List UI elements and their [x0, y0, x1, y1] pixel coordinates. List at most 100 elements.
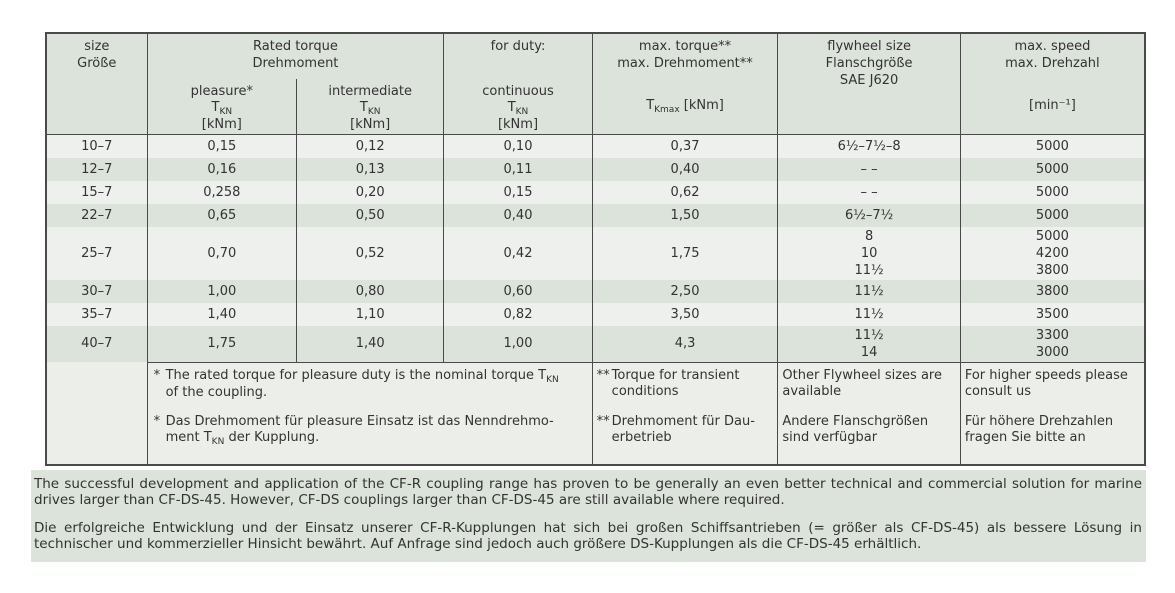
footnote-rated-en: * The rated torque for pleasure duty is … [152, 368, 588, 401]
footnote-max-torque-de: ** Drehmoment für Dau­erbetrieb [596, 413, 755, 445]
continuous-cell: 0,82 [443, 302, 593, 326]
asterisk-marker: * [153, 367, 161, 383]
speed-cell: 5000 [959, 180, 1145, 204]
intermediate-cell: 0,13 [296, 157, 444, 181]
flywheel-cell: 8 10 11½ [777, 226, 961, 280]
flywheel-cell: – – [777, 180, 961, 204]
speed-cell: 5000 [959, 134, 1145, 158]
header-flywheel: flywheel size Flanschgröße SAE J620 [777, 33, 961, 135]
footnote-rated-en-text: The rated torque for pleasure duty is th… [165, 367, 559, 400]
header-max-speed: max. speed max. Drehzahl [min⁻¹] [959, 33, 1145, 135]
table-row: 15–7 0,258 0,20 0,15 0,62 – – 5000 [46, 180, 1145, 204]
footnote-empty-cell [46, 362, 148, 465]
max-torque-cell: 0,62 [591, 180, 778, 204]
header-size-de: Größe [77, 56, 117, 71]
footnote-max-torque-en: ** Torque for transient conditions [596, 367, 740, 399]
header-flywheel-en: flywheel size [827, 39, 911, 54]
pleasure-cell: 0,70 [146, 226, 297, 280]
size-cell: 30–7 [46, 279, 148, 303]
header-row-top: size Größe Rated torque Drehmoment for d… [46, 33, 1145, 135]
size-cell: 10–7 [46, 134, 148, 158]
footnote-max-torque-cell: ** Torque for transient conditions ** Dr… [591, 361, 778, 465]
max-torque-cell: 4,3 [591, 325, 778, 362]
header-flywheel-de: Flanschgröße [825, 56, 913, 71]
table-row: 12–7 0,16 0,13 0,11 0,40 – – 5000 [46, 157, 1145, 181]
footnote-speed-cell: For higher speeds please consult us Für … [959, 361, 1145, 465]
header-intermediate: intermediate TKN [kNm] [296, 79, 444, 135]
header-continuous-symbol: TKN [507, 100, 529, 117]
speed-cell: 5000 [959, 203, 1145, 227]
page: size Größe Rated torque Drehmoment for d… [0, 32, 1175, 562]
table-row: 30–7 1,00 0,80 0,60 2,50 11½ 3800 [46, 279, 1145, 303]
header-size-en: size [84, 39, 110, 54]
header-flywheel-standard: SAE J620 [839, 73, 899, 88]
header-max-speed-en: max. speed [1014, 39, 1091, 54]
table-row: 25–7 0,70 0,52 0,42 1,75 8 10 11½ 5000 4… [46, 226, 1145, 280]
pleasure-cell: 0,65 [146, 203, 297, 227]
max-torque-cell: 1,75 [591, 226, 778, 280]
footnote-row: * The rated torque for pleasure duty is … [46, 361, 1145, 465]
flywheel-cell: 11½ [777, 302, 961, 326]
size-cell: 12–7 [46, 157, 148, 181]
continuous-cell: 0,42 [443, 226, 593, 280]
size-cell: 22–7 [46, 203, 148, 227]
header-for-duty: for duty: [443, 33, 593, 79]
table-row: 10–7 0,15 0,12 0,10 0,37 6½–7½–8 5000 [46, 134, 1145, 158]
footnote-speed-en: For higher speeds please consult us [964, 367, 1128, 399]
pleasure-cell: 0,15 [146, 134, 297, 158]
description-en: The successful development and applicati… [34, 475, 1142, 509]
footnote-speed-de: Für höhere Drehzahlen fragen Sie bitte a… [964, 413, 1114, 445]
flywheel-cell: 6½–7½ [777, 203, 961, 227]
speed-cell: 3800 [959, 279, 1145, 303]
header-row-sub: pleasure* TKN [kNm] intermediate TKN [kN… [46, 79, 1145, 135]
table-row: 35–7 1,40 1,10 0,82 3,50 11½ 3500 [46, 302, 1145, 326]
footnote-flywheel-cell: Other Flywheel sizes are available Ander… [777, 361, 961, 465]
header-rated-torque: Rated torque Drehmoment [146, 33, 444, 79]
flywheel-cell: 11½ [777, 279, 961, 303]
flywheel-cell: 6½–7½–8 [777, 134, 961, 158]
header-pleasure: pleasure* TKN [kNm] [146, 79, 297, 135]
speed-cell: 3300 3000 [959, 325, 1145, 362]
continuous-cell: 0,10 [443, 134, 593, 158]
size-cell: 40–7 [46, 325, 148, 362]
speed-cell: 5000 [959, 157, 1145, 181]
max-torque-cell: 0,37 [591, 134, 778, 158]
header-max-speed-unit: [min⁻¹] [1029, 98, 1076, 113]
header-rated-torque-en: Rated torque [253, 39, 338, 54]
footnote-rated-de-text: Das Drehmoment für pleasure Einsatz ist … [165, 413, 554, 447]
pleasure-cell: 1,75 [146, 325, 297, 362]
footnote-flywheel-de: Andere Flanschgrößen sind verfügbar [782, 413, 929, 445]
size-cell: 15–7 [46, 180, 148, 204]
pleasure-cell: 1,00 [146, 279, 297, 303]
size-cell: 25–7 [46, 226, 148, 280]
footnote-flywheel-en: Other Flywheel sizes are available [782, 367, 942, 399]
description-de: Die erfolgreiche Entwicklung und der Ein… [34, 519, 1142, 553]
speed-cell: 5000 4200 3800 [959, 226, 1145, 280]
header-intermediate-symbol: TKN [359, 100, 381, 117]
header-continuous: continuous TKN [kNm] [443, 79, 593, 135]
max-torque-cell: 3,50 [591, 302, 778, 326]
continuous-cell: 0,40 [443, 203, 593, 227]
continuous-cell: 1,00 [443, 325, 593, 362]
intermediate-cell: 0,20 [296, 180, 444, 204]
footnote-rated-de: * Das Drehmoment für pleasure Einsatz is… [152, 414, 588, 447]
intermediate-cell: 0,52 [296, 226, 444, 280]
table-row: 40–7 1,75 1,40 1,00 4,3 11½ 14 3300 3000 [46, 325, 1145, 362]
max-torque-cell: 2,50 [591, 279, 778, 303]
header-rated-torque-de: Drehmoment [252, 56, 339, 71]
double-asterisk-marker: ** [596, 367, 610, 383]
intermediate-cell: 1,40 [296, 325, 444, 362]
asterisk-marker: * [153, 413, 161, 429]
intermediate-cell: 0,50 [296, 203, 444, 227]
header-max-torque: max. torque** max. Drehmoment** TKmax [k… [591, 33, 778, 135]
header-max-speed-de: max. Drehzahl [1005, 56, 1100, 71]
continuous-cell: 0,15 [443, 180, 593, 204]
pleasure-cell: 0,258 [146, 180, 297, 204]
size-cell: 35–7 [46, 302, 148, 326]
coupling-data-table: size Größe Rated torque Drehmoment for d… [45, 32, 1146, 466]
speed-cell: 3500 [959, 302, 1145, 326]
max-torque-cell: 0,40 [591, 157, 778, 181]
header-size: size Größe [46, 33, 148, 135]
double-asterisk-marker: ** [596, 413, 610, 429]
continuous-cell: 0,60 [443, 279, 593, 303]
